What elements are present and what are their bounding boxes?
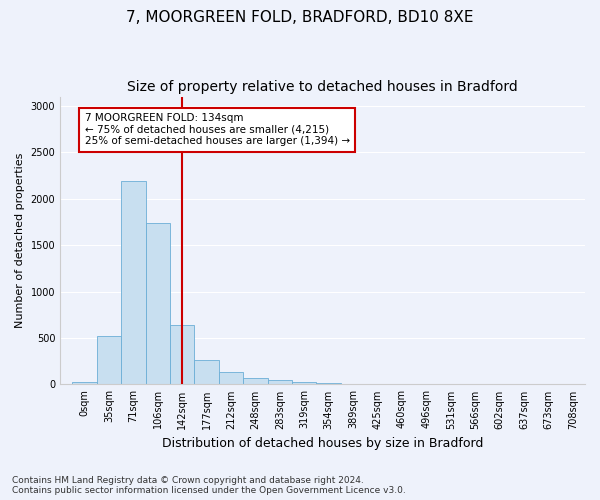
Text: 7 MOORGREEN FOLD: 134sqm
← 75% of detached houses are smaller (4,215)
25% of sem: 7 MOORGREEN FOLD: 134sqm ← 75% of detach… <box>85 114 350 146</box>
Bar <box>194 360 219 384</box>
Bar <box>170 325 194 384</box>
X-axis label: Distribution of detached houses by size in Bradford: Distribution of detached houses by size … <box>162 437 483 450</box>
Text: Contains HM Land Registry data © Crown copyright and database right 2024.
Contai: Contains HM Land Registry data © Crown c… <box>12 476 406 495</box>
Bar <box>146 223 170 384</box>
Bar <box>121 181 146 384</box>
Bar <box>73 382 97 384</box>
Bar <box>97 336 121 384</box>
Bar <box>243 378 268 384</box>
Title: Size of property relative to detached houses in Bradford: Size of property relative to detached ho… <box>127 80 518 94</box>
Bar <box>268 380 292 384</box>
Bar <box>292 382 316 384</box>
Y-axis label: Number of detached properties: Number of detached properties <box>15 153 25 328</box>
Text: 7, MOORGREEN FOLD, BRADFORD, BD10 8XE: 7, MOORGREEN FOLD, BRADFORD, BD10 8XE <box>126 10 474 25</box>
Bar <box>316 382 341 384</box>
Bar <box>219 372 243 384</box>
